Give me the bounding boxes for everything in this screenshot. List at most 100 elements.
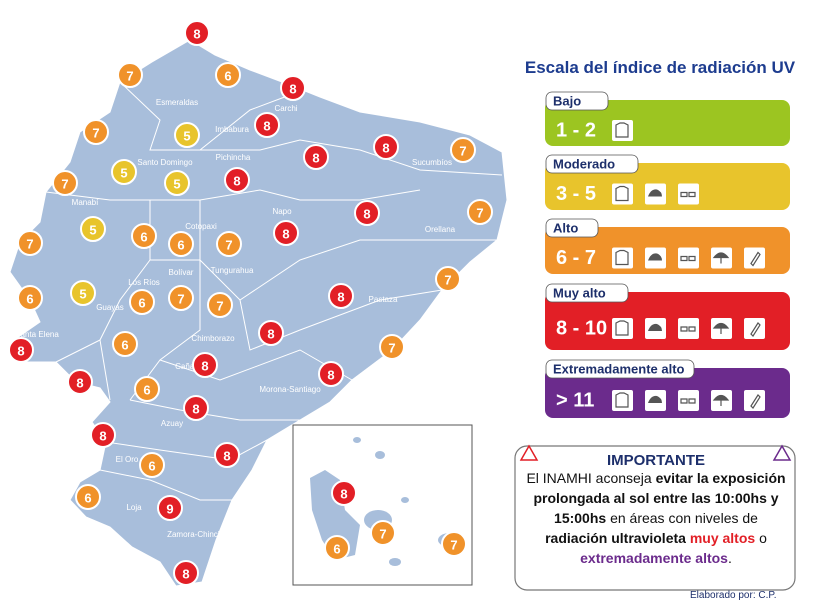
island <box>389 558 401 566</box>
uv-marker-dot <box>174 122 200 148</box>
uv-marker-value: 8 <box>312 151 319 166</box>
uv-marker: 6 <box>168 231 194 257</box>
icon-umbrella <box>712 252 730 264</box>
uv-marker-dot <box>254 112 280 138</box>
uv-marker-dot <box>168 285 194 311</box>
province-label: Guayas <box>96 303 124 312</box>
uv-marker: 5 <box>174 122 200 148</box>
scale-tab <box>545 359 695 379</box>
uv-marker-value: 8 <box>267 327 274 342</box>
icon-shirt <box>615 185 629 202</box>
uv-marker: 6 <box>131 223 157 249</box>
province-label: Los Ríos <box>128 278 160 287</box>
uv-marker: 8 <box>280 75 306 101</box>
uv-marker-dot <box>8 337 34 363</box>
uv-marker: 8 <box>373 134 399 160</box>
province-label: Cotopaxi <box>185 222 217 231</box>
icon-cap <box>648 189 662 197</box>
uv-marker-value: 6 <box>224 69 231 84</box>
scale-tab <box>545 283 629 303</box>
uv-marker: 8 <box>331 480 357 506</box>
uv-marker-value: 5 <box>89 223 96 238</box>
uv-marker-dot <box>134 376 160 402</box>
uv-marker-value: 6 <box>177 238 184 253</box>
uv-marker-dot <box>303 144 329 170</box>
scale-label: Moderado <box>553 156 615 171</box>
province-label: Napo <box>272 207 292 216</box>
uv-marker-dot <box>183 395 209 421</box>
scale-tab <box>545 154 639 174</box>
uv-marker-dot <box>184 20 210 46</box>
province-label: Santo Domingo <box>137 158 193 167</box>
warning-icon <box>519 444 539 461</box>
notice-text: El INAMHI aconseja evitar la exposición … <box>522 468 790 568</box>
uv-marker-dot <box>435 266 461 292</box>
scale-tab <box>545 218 599 238</box>
uv-marker: 5 <box>80 216 106 242</box>
uv-marker-dot <box>324 535 350 561</box>
uv-marker: 8 <box>258 320 284 346</box>
uv-marker-dot <box>450 137 476 163</box>
uv-marker-dot <box>192 352 218 378</box>
province-label: Imbabura <box>215 125 249 134</box>
uv-marker-dot <box>224 167 250 193</box>
uv-marker-dot <box>17 230 43 256</box>
uv-marker-value: 8 <box>327 368 334 383</box>
uv-marker-value: 5 <box>120 166 127 181</box>
uv-marker-dot <box>164 170 190 196</box>
uv-marker-value: 6 <box>138 296 145 311</box>
uv-marker-value: 8 <box>282 227 289 242</box>
province-label: Manabí <box>72 198 99 207</box>
scale-label: Bajo <box>553 93 581 108</box>
uv-marker-value: 8 <box>192 402 199 417</box>
uv-marker-value: 7 <box>126 69 133 84</box>
uv-marker: 8 <box>183 395 209 421</box>
uv-marker-value: 8 <box>76 376 83 391</box>
uv-marker: 8 <box>8 337 34 363</box>
footer: Elaborado por: C.P. <box>690 590 777 601</box>
uv-marker: 5 <box>70 280 96 306</box>
uv-marker: 8 <box>90 422 116 448</box>
notice-frame <box>514 445 796 591</box>
icon-umbrella <box>712 394 730 406</box>
uv-marker-value: 5 <box>173 177 180 192</box>
scale-level: Moderado 3 - 5 <box>545 154 790 210</box>
uv-marker-value: 7 <box>476 206 483 221</box>
galapagos-inset <box>292 424 473 586</box>
province-label: Pastaza <box>369 295 398 304</box>
uv-marker-dot <box>441 531 467 557</box>
uv-marker: 7 <box>450 137 476 163</box>
icon-shirt <box>615 122 629 138</box>
province-label: Sucumbíos <box>412 158 452 167</box>
scale-box <box>545 100 790 146</box>
uv-marker: 6 <box>129 289 155 315</box>
uv-marker-value: 7 <box>92 126 99 141</box>
uv-marker: 8 <box>214 442 240 468</box>
uv-marker: 8 <box>318 361 344 387</box>
scale-range: 6 - 7 <box>556 247 596 269</box>
uv-marker-dot <box>75 484 101 510</box>
uv-marker-value: 8 <box>17 344 24 359</box>
uv-marker: 7 <box>83 119 109 145</box>
scale-level: Bajo 1 - 2 <box>545 91 790 146</box>
uv-marker-dot <box>139 452 165 478</box>
scale-tab <box>545 91 609 111</box>
uv-marker-dot <box>379 334 405 360</box>
uv-marker: 8 <box>273 220 299 246</box>
notice-segment: en áreas con niveles de <box>606 510 758 526</box>
uv-marker-value: 8 <box>99 429 106 444</box>
notice-segment: radiación ultravioleta <box>545 530 690 546</box>
uv-marker: 7 <box>467 199 493 225</box>
icon-shirt <box>615 249 629 266</box>
uv-marker-dot <box>354 200 380 226</box>
notice-segment: extremadamente altos <box>580 550 728 566</box>
icon-glasses <box>680 398 696 404</box>
uv-marker-value: 7 <box>177 292 184 307</box>
uv-marker: 7 <box>435 266 461 292</box>
scale-level: Extremadamente alto > 11 <box>545 359 790 418</box>
scale-box <box>545 163 790 210</box>
island <box>310 470 360 560</box>
uv-marker-dot <box>467 199 493 225</box>
uv-marker-dot <box>331 480 357 506</box>
